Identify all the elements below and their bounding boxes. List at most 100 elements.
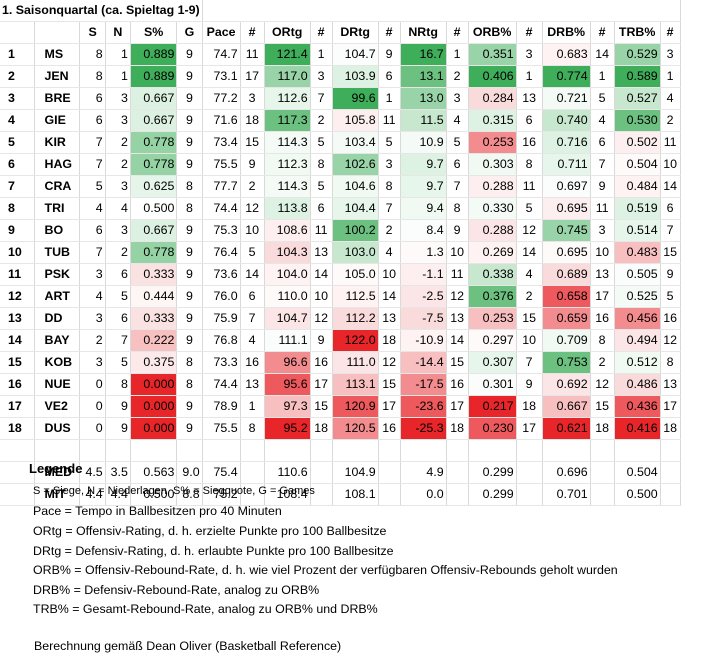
cell-dbr: 11 — [590, 197, 615, 220]
summary-orb: 0.299 — [468, 483, 517, 506]
cell-pr: 13 — [240, 373, 265, 396]
cell-sp: 0.444 — [130, 285, 178, 308]
cell-sp: 0.625 — [130, 175, 178, 198]
cell-trb: 0.502 — [614, 131, 661, 154]
table-row: 12 ART 4 5 0.444 9 76.0 6 110.0 10 112.5 14 -2.5 12 0.… — [0, 285, 681, 308]
summary-nrtg: 4.9 — [400, 461, 447, 484]
cell-pace: 76.8 — [201, 329, 241, 352]
cell-n: 3 — [105, 175, 131, 198]
cell-dbr: 4 — [590, 109, 615, 132]
cell-rank: 9 — [0, 219, 35, 242]
cell-sp: 0.333 — [130, 307, 178, 330]
cell-trb: 0.512 — [614, 351, 661, 374]
cell-dr: 15 — [378, 373, 401, 396]
cell-trb: 0.530 — [614, 109, 661, 132]
cell-sp: 0.778 — [130, 153, 178, 176]
cell-nr: 12 — [446, 285, 469, 308]
cell-obr: 8 — [516, 153, 543, 176]
cell-team: GIE — [34, 109, 81, 132]
cell-pr: 4 — [240, 329, 265, 352]
column-header — [34, 21, 81, 44]
cell-drtg: 105.0 — [332, 263, 379, 286]
cell-nr: 10 — [446, 241, 469, 264]
cell-nrtg: 9.7 — [400, 175, 447, 198]
column-header: ORtg — [264, 21, 311, 44]
cell-sp: 0.000 — [130, 373, 178, 396]
cell-nrtg: -1.1 — [400, 263, 447, 286]
cell-nr: 4 — [446, 109, 469, 132]
cell-obr: 3 — [516, 43, 543, 66]
summary-ortg: 110.6 — [264, 461, 311, 484]
cell-drtg: 103.4 — [332, 131, 379, 154]
cell-tr: 6 — [660, 197, 681, 220]
cell-or: 11 — [310, 219, 333, 242]
cell-s: 4 — [79, 285, 106, 308]
cell-n: 5 — [105, 285, 131, 308]
cell-sp: 0.500 — [130, 197, 178, 220]
cell-team: PSK — [34, 263, 81, 286]
column-header: NRtg — [400, 21, 447, 44]
cell-team: KOB — [34, 351, 81, 374]
cell-rank: 7 — [0, 175, 35, 198]
cell-pace: 74.7 — [201, 43, 241, 66]
cell-trb: 0.483 — [614, 241, 661, 264]
summary-s: 4.4 — [79, 483, 106, 506]
cell-sp: 0.222 — [130, 329, 178, 352]
cell-pace: 73.3 — [201, 351, 241, 374]
summary-g: 9.0 — [176, 461, 203, 484]
table-row: 10 TUB 7 2 0.778 9 76.4 5 104.3 13 103.0 4 1.3 10 0.26… — [0, 241, 681, 264]
cell-pace: 74.4 — [201, 197, 241, 220]
column-header: # — [240, 21, 265, 44]
cell-tr: 18 — [660, 417, 681, 440]
table-row: 17 VE2 0 9 0.000 9 78.9 1 97.3 15 120.9 17 -23.6 17 0.… — [0, 395, 681, 418]
cell-trb: 0.589 — [614, 65, 661, 88]
column-header: S — [79, 21, 106, 44]
table-row: 7 CRA 5 3 0.625 8 77.7 2 114.3 5 104.6 8 9.7 7 0.288 11… — [0, 175, 681, 198]
table-row: 11 PSK 3 6 0.333 9 73.6 14 104.0 14 105.0 10 -1.1 11 0… — [0, 263, 681, 286]
cell-sp: 0.667 — [130, 109, 178, 132]
column-header: # — [378, 21, 401, 44]
cell-ortg: 110.0 — [264, 285, 311, 308]
cell-dbr: 17 — [590, 285, 615, 308]
cell-n: 9 — [105, 417, 131, 440]
cell-obr: 10 — [516, 329, 543, 352]
cell-n: 8 — [105, 373, 131, 396]
cell-s: 0 — [79, 373, 106, 396]
table-row: 5 KIR 7 2 0.778 9 73.4 15 114.3 5 103.4 5 10.9 5 0.253… — [0, 131, 681, 154]
column-header: DRtg — [332, 21, 379, 44]
cell-drb: 0.774 — [542, 65, 591, 88]
cell-s: 8 — [79, 43, 106, 66]
cell-drb: 0.716 — [542, 131, 591, 154]
cell-or: 7 — [310, 87, 333, 110]
cell-pr: 14 — [240, 263, 265, 286]
cell-nrtg: -2.5 — [400, 285, 447, 308]
cell-sp: 0.778 — [130, 131, 178, 154]
cell-s: 3 — [79, 263, 106, 286]
cell-drb: 0.745 — [542, 219, 591, 242]
cell-s: 0 — [79, 395, 106, 418]
cell-pace: 73.4 — [201, 131, 241, 154]
cell-or: 15 — [310, 395, 333, 418]
cell-team: KIR — [34, 131, 81, 154]
cell-dr: 14 — [378, 285, 401, 308]
cell-nrtg: -10.9 — [400, 329, 447, 352]
cell-obr: 9 — [516, 373, 543, 396]
cell-orb: 0.284 — [468, 87, 517, 110]
cell-rank: 16 — [0, 373, 35, 396]
cell-nrtg: -7.5 — [400, 307, 447, 330]
cell-team: VE2 — [34, 395, 81, 418]
cell-g: 9 — [176, 263, 203, 286]
cell-or: 2 — [310, 109, 333, 132]
cell-pace: 71.6 — [201, 109, 241, 132]
cell-pace: 75.3 — [201, 219, 241, 242]
cell-s: 7 — [79, 153, 106, 176]
legend-line-basics: S = Siege, N = Niederlagen, S% = Siegquo… — [33, 485, 315, 497]
cell-or: 5 — [310, 175, 333, 198]
cell-obr: 12 — [516, 219, 543, 242]
cell-dr: 8 — [378, 175, 401, 198]
cell-trb: 0.514 — [614, 219, 661, 242]
cell-sp: 0.778 — [130, 241, 178, 264]
cell-drb: 0.695 — [542, 241, 591, 264]
cell-nr: 7 — [446, 175, 469, 198]
cell-nrtg: 13.1 — [400, 65, 447, 88]
